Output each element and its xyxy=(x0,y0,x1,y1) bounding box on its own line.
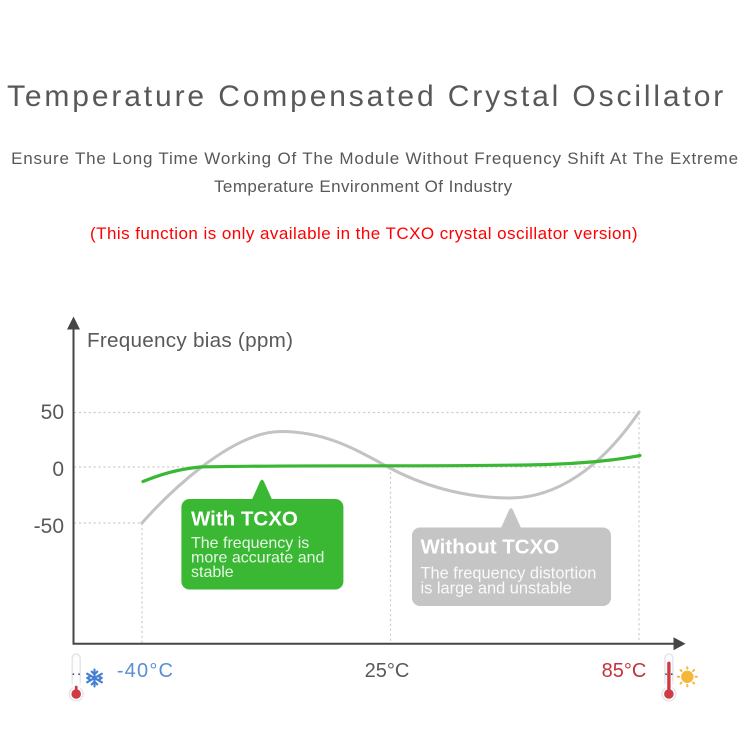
svg-text:is large and unstable: is large and unstable xyxy=(421,580,572,598)
svg-text:Without TCXO: Without TCXO xyxy=(421,536,560,559)
svg-text:-50: -50 xyxy=(34,515,64,538)
svg-text:0: 0 xyxy=(52,458,64,481)
svg-text:50: 50 xyxy=(41,401,64,424)
svg-text:85°C: 85°C xyxy=(602,660,647,682)
svg-text:The frequency is: The frequency is xyxy=(191,535,309,552)
svg-text:Frequency bias (ppm): Frequency bias (ppm) xyxy=(87,329,293,352)
svg-text:more accurate and: more accurate and xyxy=(191,550,324,567)
svg-text:-40°C: -40°C xyxy=(117,660,174,682)
svg-text:With TCXO: With TCXO xyxy=(191,508,298,531)
svg-text:The frequency distortion: The frequency distortion xyxy=(421,565,597,583)
svg-text:25°C: 25°C xyxy=(365,660,410,682)
svg-text:stable: stable xyxy=(191,564,234,581)
